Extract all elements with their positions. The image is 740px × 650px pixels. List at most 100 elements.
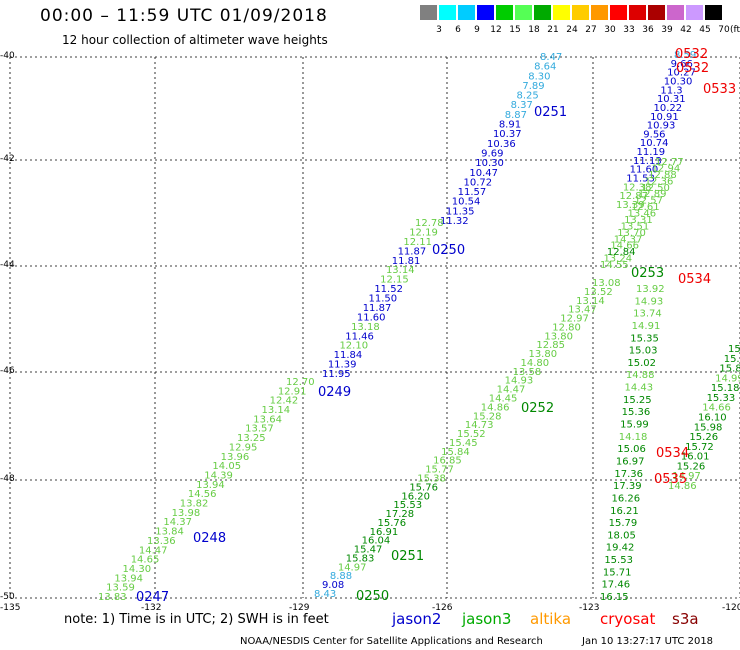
swh-value: 17.39 [613, 481, 642, 492]
swh-value: 12.57 [634, 196, 663, 207]
page-title: 00:00 – 11:59 UTC 01/09/2018 [40, 6, 328, 26]
legend-swatch [458, 5, 475, 20]
legend-swatch [610, 5, 627, 20]
swh-value: 11.52 [374, 284, 403, 295]
swh-value: 13.46 [628, 209, 657, 220]
swh-value: 8.47 [540, 52, 562, 63]
swh-value: 13.94 [196, 480, 225, 491]
legend-swatch [439, 5, 456, 20]
track-label: 0533 [703, 82, 736, 97]
swh-value: 15 [728, 344, 740, 355]
track-label: 0532 [675, 47, 708, 62]
swh-value: 11.39 [328, 360, 357, 371]
swh-value: 12.95 [229, 442, 258, 453]
swh-value: 10.27 [667, 68, 696, 79]
swh-value: 15.18 [711, 383, 740, 394]
lat-lon-grid [9, 56, 740, 599]
track-label: 0534 [656, 446, 689, 461]
swh-value: 12.77 [655, 157, 684, 168]
swh-value: 10.54 [452, 197, 481, 208]
swh-value: 15.53 [393, 500, 422, 511]
legend-label: 9 [474, 25, 480, 35]
swh-value: 12.85 [536, 340, 565, 351]
swh-value: 13.18 [351, 322, 380, 333]
swh-value: 13.92 [636, 284, 665, 295]
swh-value: 13.14 [386, 265, 415, 276]
swh-value: 14.18 [619, 432, 648, 443]
longitude-label: -129 [289, 603, 310, 613]
track-label: 0250 [356, 589, 389, 604]
swh-value: 12.97 [560, 314, 589, 325]
swh-value: 14.05 [212, 461, 241, 472]
swh-value: 9.56 [643, 129, 665, 140]
swh-value: 9.66 [671, 59, 693, 70]
swh-value: 17.36 [614, 469, 643, 480]
swh-value: 13.25 [237, 433, 266, 444]
legend-label: 39 [661, 25, 673, 35]
swh-value: 11.95 [322, 369, 351, 380]
swh-value: 10.37 [493, 129, 522, 140]
swh-value: 10.72 [464, 177, 493, 188]
legend-swatch [667, 5, 684, 20]
swh-value: 8.37 [511, 100, 533, 111]
swh-value: 11.84 [334, 350, 363, 361]
swh-value: 12.91 [278, 386, 307, 397]
swh-value: 16.85 [433, 456, 462, 467]
swh-value: 14.97 [338, 562, 367, 573]
swh-value: 13.58 [513, 367, 542, 378]
swh-value: 15.8 [719, 364, 740, 375]
satellite-legend-item: altika [530, 610, 572, 628]
swh-value: 12.70 [286, 377, 315, 388]
swh-value: 17.28 [385, 509, 414, 520]
swh-value: 13.82 [180, 499, 209, 510]
legend-swatch [629, 5, 646, 20]
swh-value: 13.84 [155, 527, 184, 538]
swh-value: 11.60 [630, 165, 659, 176]
longitude-label: -120 [722, 603, 740, 613]
legend-label: 24 [566, 25, 578, 35]
swh-value: 12.87 [619, 191, 648, 202]
swh-value: 11.13 [633, 156, 662, 167]
swh-value: 14.66 [610, 241, 639, 252]
track-label: 0247 [136, 590, 169, 605]
legend-label: 12 [490, 25, 502, 35]
swh-value: 11.50 [369, 294, 398, 305]
swh-value: 13.39 [616, 200, 645, 211]
swh-value: 14.99 [715, 373, 740, 384]
swh-value: 11.53 [626, 174, 655, 185]
swh-value: 8.30 [528, 71, 550, 82]
swh-value: 13.52 [584, 287, 613, 298]
swh-value: 13.57 [245, 424, 274, 435]
swh-value: 8.43 [314, 589, 336, 600]
swh-value: 14.37 [614, 234, 643, 245]
track-label: 0535 [654, 472, 687, 487]
swh-value: 15.79 [609, 518, 638, 529]
swh-value: 15.3 [724, 354, 740, 365]
swh-value: 13.74 [633, 309, 662, 320]
swh-value: 12.50 [641, 183, 670, 194]
swh-value: 16.97 [616, 456, 645, 467]
legend-label: 27 [585, 25, 597, 35]
swh-value: 15.76 [409, 482, 438, 493]
swh-value: 11.3 [660, 85, 682, 96]
track-label: 0534 [678, 272, 711, 287]
swh-value: 14.56 [188, 489, 217, 500]
swh-value: 14.55 [600, 260, 629, 271]
legend-swatch [591, 5, 608, 20]
swh-value: 8.59 [674, 50, 696, 61]
swh-value: 15.26 [677, 461, 706, 472]
swh-value: 11.60 [357, 312, 386, 323]
swh-value: 15.76 [378, 518, 407, 529]
satellite-legend-item: cryosat [600, 610, 656, 628]
swh-value: 13.59 [106, 583, 135, 594]
swh-value: 12.11 [403, 237, 432, 248]
track-label: 0250 [432, 243, 465, 258]
legend-swatch [496, 5, 513, 20]
swh-value: 8.91 [499, 120, 521, 131]
swh-value: 10.47 [469, 168, 498, 179]
legend-swatch [705, 5, 722, 20]
swh-value: 14.65 [131, 555, 160, 566]
longitude-label: -126 [432, 603, 453, 613]
swh-value: 12.88 [648, 170, 677, 181]
legend-swatch [572, 5, 589, 20]
